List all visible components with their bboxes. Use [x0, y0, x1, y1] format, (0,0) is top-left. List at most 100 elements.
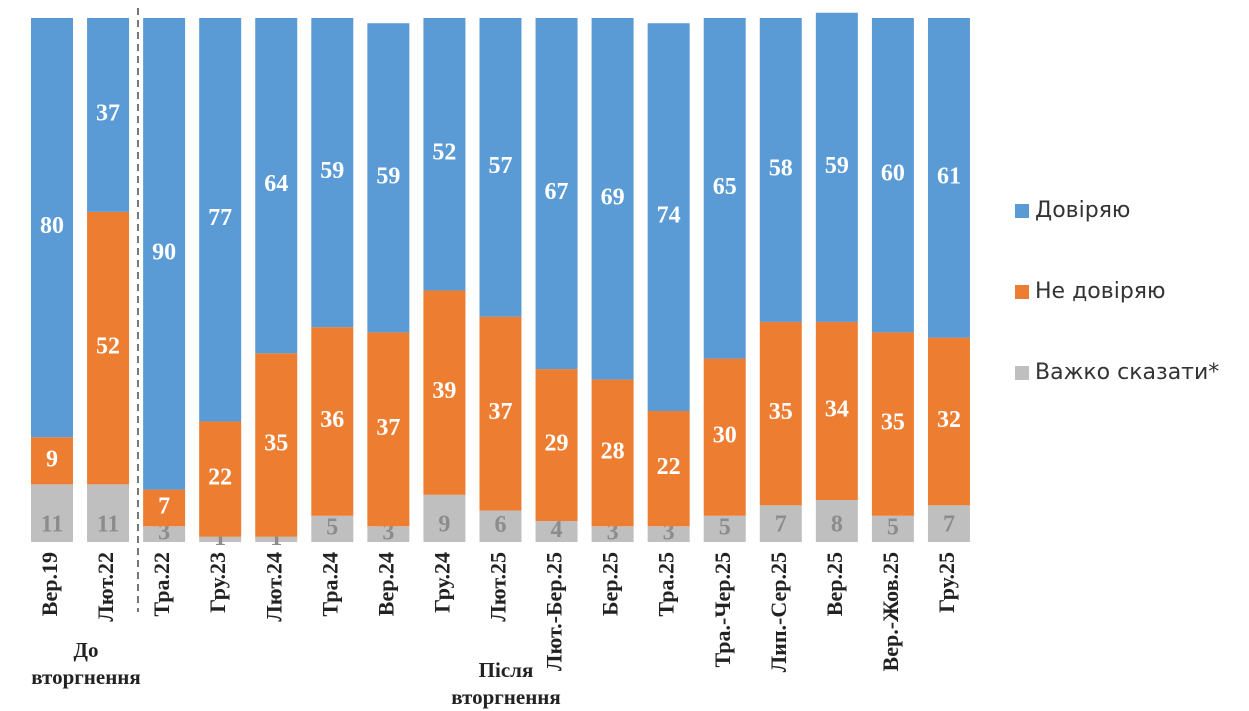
bar-segment [815, 12, 858, 322]
x-tick-label: Тра.24 [317, 552, 342, 617]
bar-segment [871, 332, 914, 516]
bar-segment [479, 18, 522, 317]
value-label: 5 [326, 514, 338, 540]
bar-segment [479, 316, 522, 511]
bar-segment [535, 521, 578, 542]
value-label: 60 [881, 161, 905, 187]
period-annotation: До [74, 638, 99, 662]
value-label: 7 [943, 512, 955, 538]
bar-segment [143, 489, 186, 527]
value-label: 30 [713, 423, 737, 449]
value-label: 65 [713, 174, 737, 200]
bar-segment [31, 18, 73, 438]
legend-label: Важко сказати* [1035, 360, 1219, 385]
value-label: 64 [264, 171, 288, 197]
value-label: 32 [937, 407, 961, 433]
value-label: 5 [719, 514, 731, 540]
x-tick-label: Тра.25 [654, 552, 679, 617]
value-label: 37 [376, 415, 400, 441]
value-label: 29 [545, 431, 569, 457]
legend-swatch [1015, 366, 1029, 380]
value-label: 8 [831, 512, 843, 538]
bar-segment [591, 18, 634, 380]
value-label: 59 [825, 153, 849, 179]
value-label: 7 [158, 493, 170, 519]
bar-segment [87, 18, 130, 212]
value-label: 4 [551, 517, 563, 543]
bar-segment [703, 358, 746, 516]
bar-segment [31, 437, 73, 485]
bar-segment [367, 526, 410, 542]
value-label: 59 [320, 158, 344, 184]
x-tick-label: Тра.22 [149, 552, 174, 617]
value-label: 5 [887, 514, 899, 540]
bar-segment [871, 515, 914, 542]
x-tick-label: Вер.24 [373, 552, 398, 616]
value-label: 59 [376, 163, 400, 189]
x-tick-label: Гру.24 [429, 552, 454, 613]
bar-segment [255, 18, 298, 354]
bar-segment [591, 526, 634, 542]
bar-segment [311, 515, 354, 542]
x-tick-label: Тра.-Чер.25 [710, 552, 735, 668]
value-label: 37 [488, 399, 512, 425]
bar-segment [647, 23, 690, 412]
bar-segment [927, 505, 970, 542]
x-tick-label: Гру.23 [205, 552, 230, 613]
legend-label: Не довіряю [1035, 279, 1166, 304]
value-label: 11 [97, 512, 120, 538]
bar-segment [703, 18, 746, 359]
bar-segment [759, 18, 802, 322]
bar-segment [759, 321, 802, 506]
bar-segment [423, 290, 466, 495]
x-tick-label: Вер.-Жов.25 [878, 552, 903, 671]
x-tick-label: Лют.25 [486, 552, 511, 622]
bar-segment [535, 18, 578, 370]
legend-label: Довіряю [1035, 198, 1130, 223]
legend-swatch [1015, 204, 1029, 218]
bar-segment [367, 23, 410, 333]
bar-segment [479, 510, 522, 542]
legend-swatch [1015, 285, 1029, 299]
value-label: 35 [769, 399, 793, 425]
bar-segment [255, 536, 298, 542]
value-label: 80 [40, 213, 64, 239]
bar-segment [591, 379, 634, 527]
x-tick-label: Вер.19 [37, 552, 62, 616]
x-tick-label: Гру.25 [934, 552, 959, 613]
value-label: 11 [41, 512, 64, 538]
bar-segment [815, 500, 858, 542]
bar-segment [143, 526, 186, 542]
value-label: 34 [825, 397, 849, 423]
value-label: 61 [937, 163, 961, 189]
bar-segment [199, 18, 242, 422]
bar-segment [647, 526, 690, 542]
value-label: 22 [657, 454, 681, 480]
bar-segment [647, 411, 690, 527]
bar-segment [87, 484, 130, 542]
x-tick-label: Лют.22 [93, 552, 118, 622]
value-label: 37 [96, 100, 120, 126]
bar-segment [367, 332, 410, 527]
value-label: 52 [96, 334, 120, 360]
value-label: 39 [432, 378, 456, 404]
value-label: 67 [545, 179, 569, 205]
bar-segment [703, 515, 746, 542]
value-label: 28 [601, 438, 625, 464]
bar-segment [423, 494, 466, 542]
x-tick-label: Лют.24 [261, 552, 286, 622]
bar-segment [815, 321, 858, 501]
bar-segment [31, 484, 73, 542]
value-label: 52 [432, 140, 456, 166]
x-tick-label: Лют.-Бер.25 [542, 552, 567, 671]
bar-segment [199, 421, 242, 537]
period-annotation: Після [479, 658, 534, 682]
value-label: 90 [152, 239, 176, 265]
value-label: 9 [46, 446, 58, 472]
bar-segment [871, 18, 914, 333]
period-annotation: вторгнення [451, 685, 561, 709]
x-tick-label: Лип.-Сер.25 [766, 552, 791, 672]
value-label: 58 [769, 155, 793, 181]
x-tick-label: Бер.25 [598, 552, 623, 616]
